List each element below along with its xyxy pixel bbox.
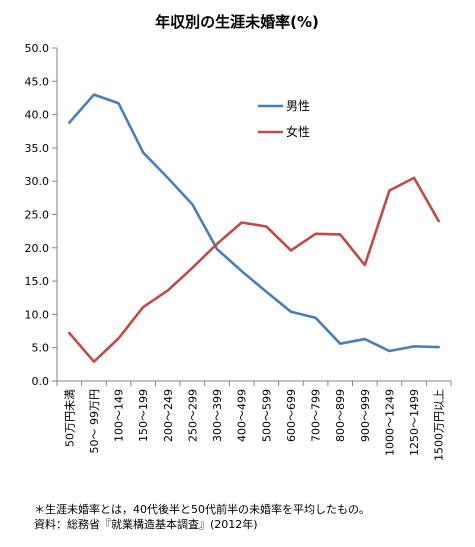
y-tick-label: 30.0 [25, 175, 50, 188]
footnote-source: 資料：総務省『就業構造基本調査』(2012年) [34, 518, 258, 531]
chart-title: 年収別の生涯未婚率(%) [155, 13, 319, 31]
series-line-0 [68, 93, 440, 353]
series-line-1 [68, 176, 440, 363]
y-tick-label: 0.0 [32, 375, 50, 388]
x-tick-label: 400〜499 [236, 389, 249, 442]
x-tick-label: 1250〜1499 [408, 389, 421, 456]
series-layer [68, 93, 440, 363]
y-axis: 0.0 5.0 10.0 15.0 20.0 25.0 30.0 35.0 40.0 45.0 50… [25, 42, 58, 388]
legend-label: 男性 [286, 99, 310, 113]
x-tick-label: 300〜399 [211, 389, 224, 442]
x-axis: 50万円未満 50〜 99万円 100〜149 150〜199 200〜249 250〜2… [56, 380, 452, 461]
x-tick-label: 50万円未満 [63, 389, 76, 447]
x-tick-label: 200〜249 [162, 389, 175, 442]
x-tick-label: 500〜599 [260, 389, 273, 442]
x-tick-label: 50〜 99万円 [88, 389, 101, 454]
y-tick-label: 10.0 [25, 308, 50, 321]
y-tick-label: 40.0 [25, 109, 50, 122]
x-tick-label: 700〜799 [310, 389, 323, 442]
x-tick-label: 800〜899 [334, 389, 347, 442]
legend-label: 女性 [286, 124, 310, 139]
x-tick-label: 600〜699 [285, 389, 298, 442]
y-tick-label: 5.0 [32, 342, 50, 355]
y-tick-label: 45.0 [25, 75, 50, 88]
x-tick-label: 1000〜1249 [383, 389, 396, 456]
y-tick-label: 25.0 [25, 209, 50, 222]
y-tick-label: 35.0 [25, 142, 50, 155]
y-tick-label: 50.0 [25, 42, 50, 55]
y-tick-label: 15.0 [25, 275, 50, 288]
x-tick-label: 150〜199 [137, 389, 150, 442]
y-tick-label: 20.0 [25, 242, 50, 255]
x-tick-label: 900〜999 [359, 389, 372, 442]
footnote-definition: ＊生涯未婚率とは，40代後半と50代前半の未婚率を平均したもの。 [34, 503, 370, 516]
x-tick-label: 100〜149 [113, 389, 126, 442]
x-tick-label: 1500万円以上 [433, 389, 446, 461]
x-tick-label: 250〜299 [186, 389, 199, 442]
chart: 年収別の生涯未婚率(%) 0.0 5.0 10.0 15.0 20.0 25.0 30.0 3… [25, 13, 452, 461]
